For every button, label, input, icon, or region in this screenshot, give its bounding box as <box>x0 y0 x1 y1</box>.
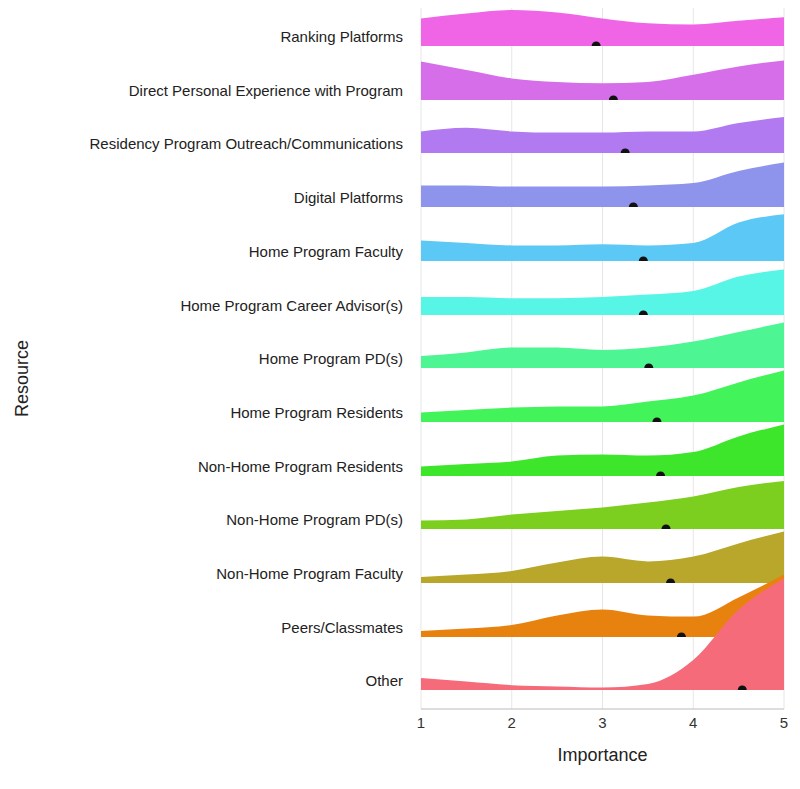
html-text:Other: Other <box>365 672 403 690</box>
html-text:Non-Home Program Faculty: Non-Home Program Faculty <box>216 565 403 582</box>
html-text:Resource: Resource <box>11 340 32 417</box>
html-text:Home Program Residents: Home Program Residents <box>230 403 403 421</box>
html-text:Home Program Faculty: Home Program Faculty <box>248 242 403 260</box>
html-text:Non-Home Program Residents: Non-Home Program Residents <box>197 457 403 475</box>
svg-text:Importance: Importance <box>557 745 647 765</box>
svg-text:3: 3 <box>598 714 606 731</box>
html-text:Ranking Platforms: Ranking Platforms <box>280 28 403 45</box>
svg-text:4: 4 <box>689 714 697 731</box>
html-text:Non-Home Program PD(s): Non-Home Program PD(s) <box>226 511 403 529</box>
html-text:Home Program PD(s): Home Program PD(s) <box>258 350 403 368</box>
html-text:Home Program Career Advisor(s): Home Program Career Advisor(s) <box>180 296 403 314</box>
svg-text:5: 5 <box>780 714 788 731</box>
html-text:Residency Program Outreach/Com: Residency Program Outreach/Communication… <box>89 135 403 153</box>
svg-text:2: 2 <box>508 714 516 731</box>
svg-text:1: 1 <box>417 714 425 731</box>
html-text:Digital Platforms: Digital Platforms <box>293 189 403 207</box>
html-text:Direct Personal Experience wit: Direct Personal Experience with Program <box>128 81 403 99</box>
html-text:Peers/Classmates: Peers/Classmates <box>281 618 403 636</box>
